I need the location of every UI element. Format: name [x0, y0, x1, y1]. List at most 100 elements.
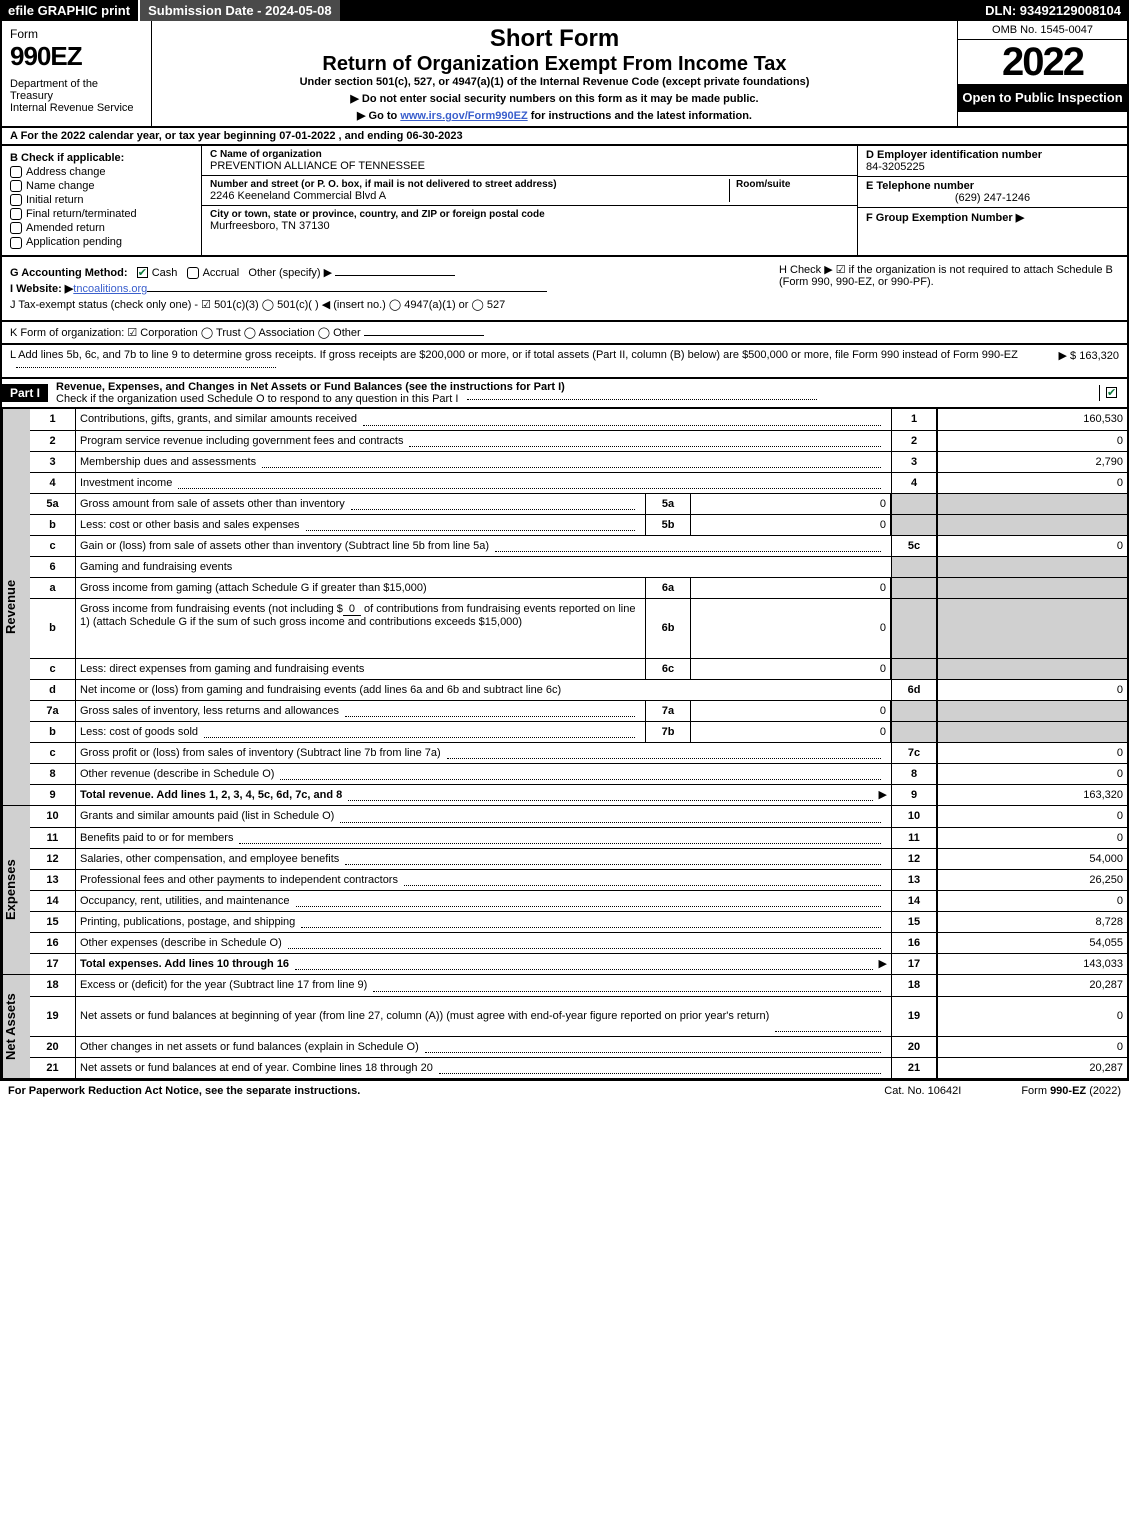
efile-label[interactable]: efile GRAPHIC print [0, 0, 140, 21]
amt-11: 0 [937, 828, 1127, 848]
h-box: H Check ▶ ☑ if the organization is not r… [769, 263, 1119, 314]
street-label: Number and street (or P. O. box, if mail… [210, 179, 729, 190]
cb-final[interactable]: Final return/terminated [10, 208, 193, 220]
line-7a: 7a Gross sales of inventory, less return… [30, 700, 1127, 721]
line-6c: c Less: direct expenses from gaming and … [30, 658, 1127, 679]
col-b: B Check if applicable: Address change Na… [2, 146, 202, 255]
irs-link[interactable]: www.irs.gov/Form990EZ [400, 110, 527, 122]
line-1: 1 Contributions, gifts, grants, and simi… [30, 409, 1127, 430]
ein-val: 84-3205225 [866, 161, 1119, 173]
amt-16: 54,055 [937, 933, 1127, 953]
street-val: 2246 Keeneland Commercial Blvd A [210, 190, 729, 202]
line-18: 18 Excess or (deficit) for the year (Sub… [30, 975, 1127, 996]
irs-label: Internal Revenue Service [10, 102, 143, 114]
paperwork-notice: For Paperwork Reduction Act Notice, see … [8, 1085, 360, 1097]
col-de: D Employer identification number 84-3205… [857, 146, 1127, 255]
website-link[interactable]: tncoalitions.org [73, 283, 147, 295]
line-6b: b Gross income from fundraising events (… [30, 598, 1127, 658]
dln-label: DLN: 93492129008104 [977, 0, 1129, 21]
col-c: C Name of organization PREVENTION ALLIAN… [202, 146, 857, 255]
gross-receipts: 163,320 [1079, 350, 1119, 362]
amt-6d: 0 [937, 680, 1127, 700]
header-center: Short Form Return of Organization Exempt… [152, 21, 957, 126]
dept-label: Department of the Treasury [10, 78, 143, 102]
amt-3: 2,790 [937, 452, 1127, 472]
line-21: 21 Net assets or fund balances at end of… [30, 1057, 1127, 1078]
form-footer: Form 990-EZ (2022) [1021, 1085, 1121, 1097]
amt-4: 0 [937, 473, 1127, 493]
amt-8: 0 [937, 764, 1127, 784]
city-val: Murfreesboro, TN 37130 [210, 220, 849, 232]
g-area: G Accounting Method: Cash Accrual Other … [0, 257, 1129, 322]
cb-address[interactable]: Address change [10, 166, 193, 178]
accrual-check[interactable] [187, 267, 199, 279]
accounting-row: G Accounting Method: Cash Accrual Other … [10, 266, 769, 279]
line-10: 10 Grants and similar amounts paid (list… [30, 806, 1127, 827]
k-row: K Form of organization: ☑ Corporation ◯ … [0, 322, 1129, 345]
line-13: 13 Professional fees and other payments … [30, 869, 1127, 890]
phone-label: E Telephone number [866, 180, 1119, 192]
amt-13: 26,250 [937, 870, 1127, 890]
room-label: Room/suite [736, 179, 849, 190]
lines-table: Revenue 1 Contributions, gifts, grants, … [0, 409, 1129, 1080]
top-bar: efile GRAPHIC print Submission Date - 20… [0, 0, 1129, 21]
form-header: Form 990EZ Department of the Treasury In… [0, 21, 1129, 128]
amt-21: 20,287 [937, 1058, 1127, 1078]
amt-9: 163,320 [937, 785, 1127, 805]
cat-no: Cat. No. 10642I [884, 1085, 961, 1097]
cb-initial[interactable]: Initial return [10, 194, 193, 206]
form-word: Form [10, 27, 38, 41]
line-7b: b Less: cost of goods sold 7b 0 [30, 721, 1127, 742]
submission-date: Submission Date - 2024-05-08 [140, 0, 340, 21]
amt-20: 0 [937, 1037, 1127, 1057]
info-block: B Check if applicable: Address change Na… [0, 146, 1129, 257]
ssn-warning: ▶ Do not enter social security numbers o… [160, 92, 949, 105]
cash-check[interactable] [137, 267, 148, 278]
side-expenses: Expenses [2, 806, 30, 974]
amt-2: 0 [937, 431, 1127, 451]
city-label: City or town, state or province, country… [210, 209, 849, 220]
header-left: Form 990EZ Department of the Treasury In… [2, 21, 152, 126]
line-2: 2 Program service revenue including gove… [30, 430, 1127, 451]
amt-10: 0 [937, 806, 1127, 827]
line-17: 17 Total expenses. Add lines 10 through … [30, 953, 1127, 974]
side-net-assets: Net Assets [2, 975, 30, 1078]
header-right: OMB No. 1545-0047 2022 Open to Public In… [957, 21, 1127, 126]
short-form-title: Short Form [160, 25, 949, 53]
part1-label: Part I [2, 384, 48, 402]
side-revenue: Revenue [2, 409, 30, 805]
line-20: 20 Other changes in net assets or fund b… [30, 1036, 1127, 1057]
amt-19: 0 [937, 997, 1127, 1036]
line-15: 15 Printing, publications, postage, and … [30, 911, 1127, 932]
website-row: I Website: ▶tncoalitions.org [10, 282, 769, 295]
line-14: 14 Occupancy, rent, utilities, and maint… [30, 890, 1127, 911]
amt-14: 0 [937, 891, 1127, 911]
open-public: Open to Public Inspection [958, 84, 1127, 112]
amt-17: 143,033 [937, 954, 1127, 974]
cb-amended[interactable]: Amended return [10, 222, 193, 234]
line-11: 11 Benefits paid to or for members 11 0 [30, 827, 1127, 848]
part1-checkbox[interactable] [1099, 385, 1127, 401]
line-6d: d Net income or (loss) from gaming and f… [30, 679, 1127, 700]
line-7c: c Gross profit or (loss) from sales of i… [30, 742, 1127, 763]
cb-name[interactable]: Name change [10, 180, 193, 192]
group-exempt-label: F Group Exemption Number ▶ [866, 211, 1119, 224]
amt-18: 20,287 [937, 975, 1127, 996]
line-6: 6 Gaming and fundraising events [30, 556, 1127, 577]
omb-number: OMB No. 1545-0047 [958, 21, 1127, 40]
tax-year: 2022 [958, 40, 1127, 84]
line-12: 12 Salaries, other compensation, and emp… [30, 848, 1127, 869]
line-5c: c Gain or (loss) from sale of assets oth… [30, 535, 1127, 556]
org-name: PREVENTION ALLIANCE OF TENNESSEE [210, 160, 849, 172]
amt-1: 160,530 [937, 409, 1127, 430]
amt-7c: 0 [937, 743, 1127, 763]
part1-check-text: Check if the organization used Schedule … [56, 393, 458, 405]
line-8: 8 Other revenue (describe in Schedule O)… [30, 763, 1127, 784]
goto-line: ▶ Go to www.irs.gov/Form990EZ for instru… [160, 109, 949, 122]
line-5a: 5a Gross amount from sale of assets othe… [30, 493, 1127, 514]
footer: For Paperwork Reduction Act Notice, see … [0, 1080, 1129, 1101]
phone-val: (629) 247-1246 [866, 192, 1119, 204]
cb-pending[interactable]: Application pending [10, 236, 193, 248]
line-16: 16 Other expenses (describe in Schedule … [30, 932, 1127, 953]
line-3: 3 Membership dues and assessments 3 2,79… [30, 451, 1127, 472]
